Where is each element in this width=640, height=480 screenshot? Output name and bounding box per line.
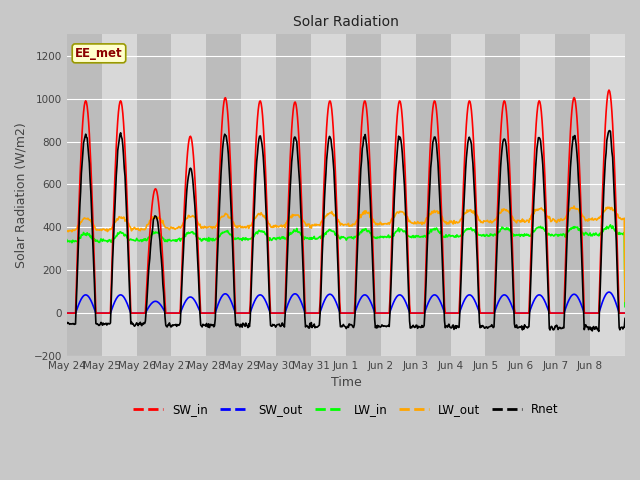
- X-axis label: Time: Time: [330, 376, 361, 389]
- SW_out: [621, 310, 629, 316]
- SW_in: [63, 310, 70, 316]
- Text: EE_met: EE_met: [75, 47, 123, 60]
- LW_out: [621, 299, 629, 304]
- Y-axis label: Solar Radiation (W/m2): Solar Radiation (W/m2): [15, 122, 28, 268]
- Rnet: [231, 309, 239, 315]
- SW_out: [231, 309, 239, 314]
- Bar: [67, 35, 102, 356]
- SW_out: [435, 296, 442, 301]
- Rnet: [435, 174, 442, 180]
- LW_out: [129, 226, 136, 232]
- Bar: [276, 35, 311, 356]
- LW_out: [231, 223, 239, 228]
- SW_in: [404, 232, 412, 238]
- LW_in: [607, 222, 614, 228]
- Line: SW_in: SW_in: [67, 90, 625, 313]
- Rnet: [129, 321, 136, 327]
- Rnet: [63, 320, 70, 325]
- SW_in: [605, 87, 613, 93]
- LW_in: [404, 232, 412, 238]
- SW_out: [63, 310, 70, 316]
- SW_in: [129, 310, 136, 316]
- SW_out: [259, 293, 266, 299]
- SW_in: [280, 310, 287, 316]
- Legend: SW_in, SW_out, LW_in, LW_out, Rnet: SW_in, SW_out, LW_in, LW_out, Rnet: [129, 398, 563, 421]
- SW_out: [404, 303, 412, 309]
- Line: LW_in: LW_in: [67, 225, 625, 307]
- LW_in: [259, 228, 266, 234]
- Line: SW_out: SW_out: [67, 292, 625, 313]
- Title: Solar Radiation: Solar Radiation: [293, 15, 399, 29]
- LW_in: [435, 229, 442, 235]
- LW_out: [570, 203, 578, 209]
- LW_in: [129, 237, 136, 243]
- Rnet: [606, 128, 614, 133]
- SW_in: [259, 113, 266, 119]
- Rnet: [404, 257, 412, 263]
- LW_out: [63, 228, 70, 233]
- LW_in: [231, 237, 239, 242]
- LW_out: [280, 223, 287, 228]
- SW_in: [435, 140, 442, 145]
- LW_in: [280, 234, 287, 240]
- Rnet: [621, 315, 629, 321]
- SW_out: [280, 310, 287, 316]
- Rnet: [280, 322, 287, 327]
- Bar: [206, 35, 241, 356]
- LW_out: [259, 212, 266, 218]
- LW_out: [404, 214, 412, 219]
- SW_out: [605, 289, 613, 295]
- SW_in: [621, 310, 629, 316]
- Rnet: [259, 146, 266, 152]
- LW_out: [435, 209, 442, 215]
- Rnet: [595, 328, 603, 334]
- LW_in: [63, 237, 70, 243]
- Bar: [486, 35, 520, 356]
- Bar: [556, 35, 590, 356]
- Bar: [415, 35, 451, 356]
- Line: Rnet: Rnet: [67, 131, 625, 331]
- Bar: [136, 35, 172, 356]
- SW_in: [231, 294, 239, 300]
- Bar: [346, 35, 381, 356]
- Line: LW_out: LW_out: [67, 206, 625, 301]
- LW_in: [621, 304, 629, 310]
- SW_out: [129, 310, 136, 316]
